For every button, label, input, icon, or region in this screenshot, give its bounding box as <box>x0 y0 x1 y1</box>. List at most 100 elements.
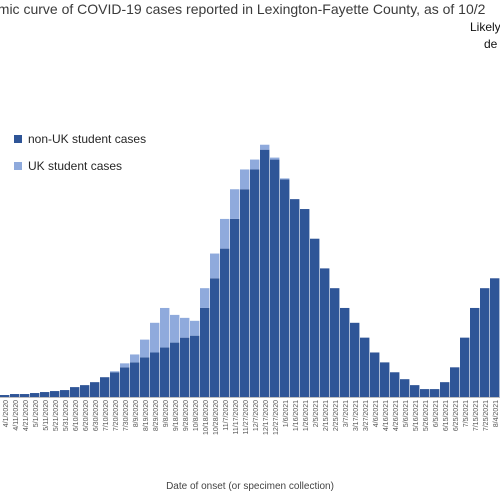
legend-item-non-uk: non-UK student cases <box>14 132 146 146</box>
bar-non-uk <box>20 394 30 397</box>
x-tick-label: 4/1/2020 <box>3 400 10 427</box>
bar-non-uk <box>230 218 240 397</box>
x-tick-label: 5/16/2021 <box>413 400 420 431</box>
bar-uk <box>220 218 230 249</box>
legend-label-uk: UK student cases <box>28 159 123 173</box>
bar-non-uk <box>140 357 150 397</box>
x-tick-label: 4/6/2021 <box>373 400 380 427</box>
bar-non-uk <box>50 391 60 397</box>
bar-non-uk <box>420 389 430 397</box>
bar-uk <box>280 178 290 180</box>
x-tick-label: 6/5/2021 <box>433 400 440 427</box>
x-tick-label: 5/6/2021 <box>403 400 410 427</box>
legend-swatch-non-uk <box>14 135 22 143</box>
x-tick-label: 10/28/2020 <box>213 400 220 435</box>
bar-non-uk <box>40 392 50 397</box>
bar-uk <box>130 354 140 363</box>
x-tick-label: 7/5/2021 <box>463 400 470 427</box>
annotation-likely: Likely <box>470 20 500 34</box>
x-tick-label: 9/8/2020 <box>163 400 170 427</box>
bar-non-uk <box>380 362 390 398</box>
x-tick-label: 5/21/2020 <box>53 400 60 431</box>
x-tick-label: 4/11/2020 <box>13 400 20 431</box>
bar-uk <box>250 159 260 170</box>
x-tick-label: 5/11/2020 <box>43 400 50 431</box>
bar-non-uk <box>430 389 440 397</box>
bar-non-uk <box>80 385 90 397</box>
x-tick-label: 8/19/2020 <box>143 400 150 431</box>
legend-label-non-uk: non-UK student cases <box>28 132 147 146</box>
x-tick-label: 8/9/2020 <box>133 400 140 427</box>
bar-non-uk <box>170 342 180 397</box>
x-tick-label: 2/5/2021 <box>313 400 320 427</box>
bar-non-uk <box>220 248 230 397</box>
x-tick-label: 6/20/2020 <box>83 400 90 431</box>
annotation-de: de <box>484 37 498 51</box>
x-tick-label: 7/15/2021 <box>473 400 480 431</box>
bar-non-uk <box>370 352 380 397</box>
x-axis-title: Date of onset (or specimen collection) <box>166 481 334 492</box>
bar-non-uk <box>250 169 260 397</box>
bar-non-uk <box>480 288 490 397</box>
bar-non-uk <box>190 335 200 397</box>
x-tick-label: 1/16/2021 <box>293 400 300 431</box>
bar-non-uk <box>240 189 250 397</box>
bar-uk <box>240 169 250 190</box>
x-tick-label: 5/26/2021 <box>423 400 430 431</box>
x-tick-label: 2/25/2021 <box>333 400 340 431</box>
x-tick-label: 11/27/2020 <box>243 400 250 435</box>
bar-non-uk <box>210 278 220 397</box>
bar-non-uk <box>10 394 20 397</box>
bar-non-uk <box>470 307 480 397</box>
bar-uk <box>160 307 170 348</box>
x-tick-label: 11/17/2020 <box>233 400 240 435</box>
bar-uk <box>110 371 120 373</box>
x-tick-label: 1/6/2021 <box>283 400 290 427</box>
x-tick-label: 4/26/2021 <box>393 400 400 431</box>
bar-uk <box>180 317 190 338</box>
bar-non-uk <box>60 390 70 397</box>
bar-uk <box>140 339 150 358</box>
bar-non-uk <box>260 149 270 397</box>
bar-non-uk <box>280 179 290 397</box>
x-tick-label: 3/7/2021 <box>343 400 350 427</box>
x-tick-label: 6/10/2020 <box>73 400 80 431</box>
legend-swatch-uk <box>14 162 22 170</box>
bar-non-uk <box>360 337 370 397</box>
bar-non-uk <box>180 337 190 397</box>
bar-non-uk <box>70 387 80 397</box>
x-tick-label: 12/27/2020 <box>273 400 280 435</box>
x-tick-label: 4/21/2020 <box>23 400 30 431</box>
x-tick-label: 6/30/2020 <box>93 400 100 431</box>
x-tick-label: 2/15/2021 <box>323 400 330 431</box>
bar-non-uk <box>0 395 10 397</box>
bar-non-uk <box>130 362 140 398</box>
bar-non-uk <box>350 322 360 397</box>
x-tick-label: 7/10/2020 <box>103 400 110 431</box>
bar-non-uk <box>90 382 100 397</box>
x-tick-label: 3/27/2021 <box>363 400 370 431</box>
bar-uk <box>120 363 130 368</box>
bar-non-uk <box>490 278 500 397</box>
bar-non-uk <box>450 367 460 397</box>
bar-non-uk <box>120 367 130 397</box>
bar-non-uk <box>440 382 450 397</box>
bar-uk <box>230 189 240 219</box>
x-tick-label: 7/20/2020 <box>113 400 120 431</box>
x-tick-label: 1/26/2021 <box>303 400 310 431</box>
bar-non-uk <box>410 385 420 397</box>
legend-item-uk: UK student cases <box>14 159 122 173</box>
bar-non-uk <box>100 377 110 397</box>
chart-title: emic curve of COVID-19 cases reported in… <box>0 1 486 17</box>
bar-non-uk <box>160 347 170 397</box>
bar-non-uk <box>200 307 210 397</box>
x-tick-label: 5/31/2020 <box>63 400 70 431</box>
bar-non-uk <box>400 379 410 397</box>
bar-non-uk <box>320 268 330 397</box>
bar-non-uk <box>310 238 320 397</box>
bar-non-uk <box>460 337 470 397</box>
bar-uk <box>260 144 270 150</box>
bar-non-uk <box>150 352 160 397</box>
x-tick-label: 3/17/2021 <box>353 400 360 431</box>
